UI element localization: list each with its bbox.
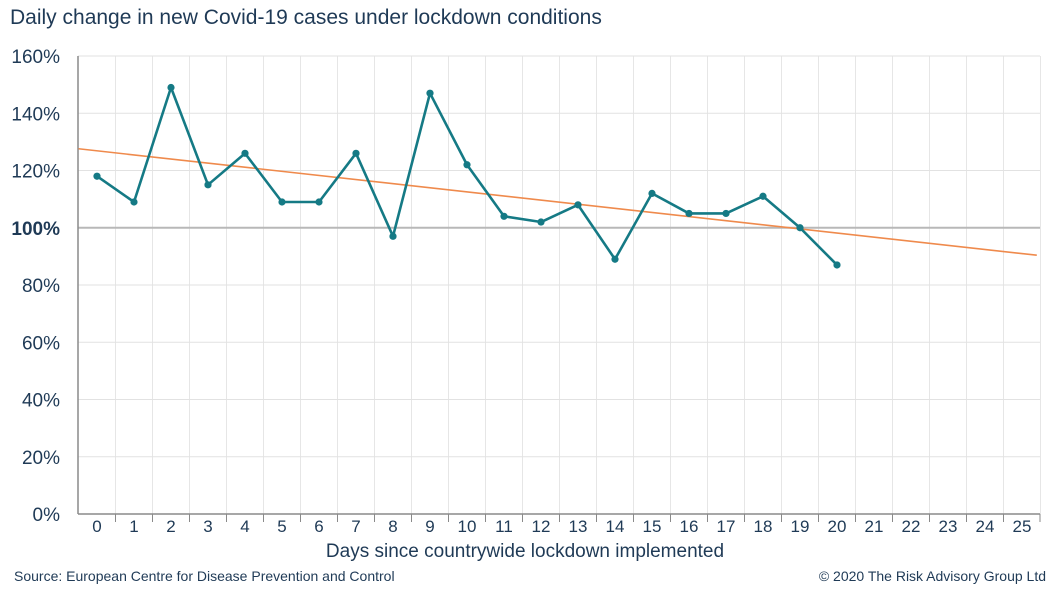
x-tick-label: 25 [1013,517,1032,536]
x-tick-label: 4 [240,517,249,536]
x-tick-label: 3 [203,517,212,536]
x-axis-label: Days since countrywide lockdown implemen… [326,541,724,562]
chart-title: Daily change in new Covid-19 cases under… [10,6,602,29]
data-point [833,261,841,269]
data-point [611,255,619,263]
data-point [315,198,323,206]
x-tick-label: 13 [569,517,588,536]
x-tick-label: 24 [976,517,995,536]
x-tick-label: 9 [425,517,434,536]
data-point [722,209,730,218]
series-cases-change [93,83,841,269]
grid-lines [78,55,1041,515]
y-axis-ticks: 0% 20% 40% 60% 80% 100% 120% 140% 160% [11,47,60,526]
y-tick-label: 60% [22,333,60,354]
data-point [389,232,397,240]
data-point [463,161,471,169]
data-point [500,212,508,220]
copyright-note: © 2020 The Risk Advisory Group Ltd [818,568,1046,584]
x-tick-label: 21 [865,517,884,536]
x-tick-label: 1 [129,517,138,536]
y-tick-label: 20% [22,448,60,469]
x-axis-ticks: 0 1 2 3 4 5 6 7 8 9 10 11 12 13 14 15 16 17 18 19 20 21 22 23 24… [92,514,1041,536]
x-tick-label: 6 [314,517,323,536]
source-note: Source: European Centre for Disease Prev… [14,568,395,584]
trend-line [78,147,1037,257]
data-point [648,189,656,197]
x-tick-label: 15 [643,517,662,536]
x-tick-label: 7 [351,517,360,536]
x-tick-label: 22 [902,517,921,536]
data-point [574,201,582,209]
x-tick-label: 20 [828,517,847,536]
data-point [796,224,804,232]
y-tick-label: 40% [22,391,60,412]
data-point [426,89,434,97]
y-tick-label: 0% [33,505,61,526]
x-tick-label: 18 [754,517,773,536]
series-line [96,86,838,266]
x-tick-label: 23 [939,517,958,536]
data-point [685,209,693,218]
data-point [537,218,545,226]
x-tick-label: 19 [791,517,810,536]
y-tick-label: 100% [11,219,60,240]
data-point [167,83,175,92]
y-tick-label: 160% [11,47,60,68]
data-point [759,192,767,200]
x-tick-label: 14 [606,517,625,536]
data-point [93,172,101,180]
x-tick-label: 16 [680,517,699,536]
x-tick-label: 17 [717,517,736,536]
y-tick-label: 120% [11,162,60,183]
trend-line-path [78,147,1037,257]
x-tick-label: 5 [277,517,286,536]
data-point [130,198,138,206]
y-tick-label: 140% [11,104,60,125]
x-tick-label: 10 [458,517,477,536]
x-tick-label: 11 [495,517,513,536]
x-tick-label: 2 [166,517,175,536]
y-tick-label: 80% [22,276,60,297]
data-point [241,149,249,157]
data-point [352,149,360,157]
data-point [278,198,286,206]
x-tick-label: 0 [92,517,101,536]
x-tick-label: 8 [388,517,397,536]
x-tick-label: 12 [532,517,551,536]
data-point [204,181,212,189]
